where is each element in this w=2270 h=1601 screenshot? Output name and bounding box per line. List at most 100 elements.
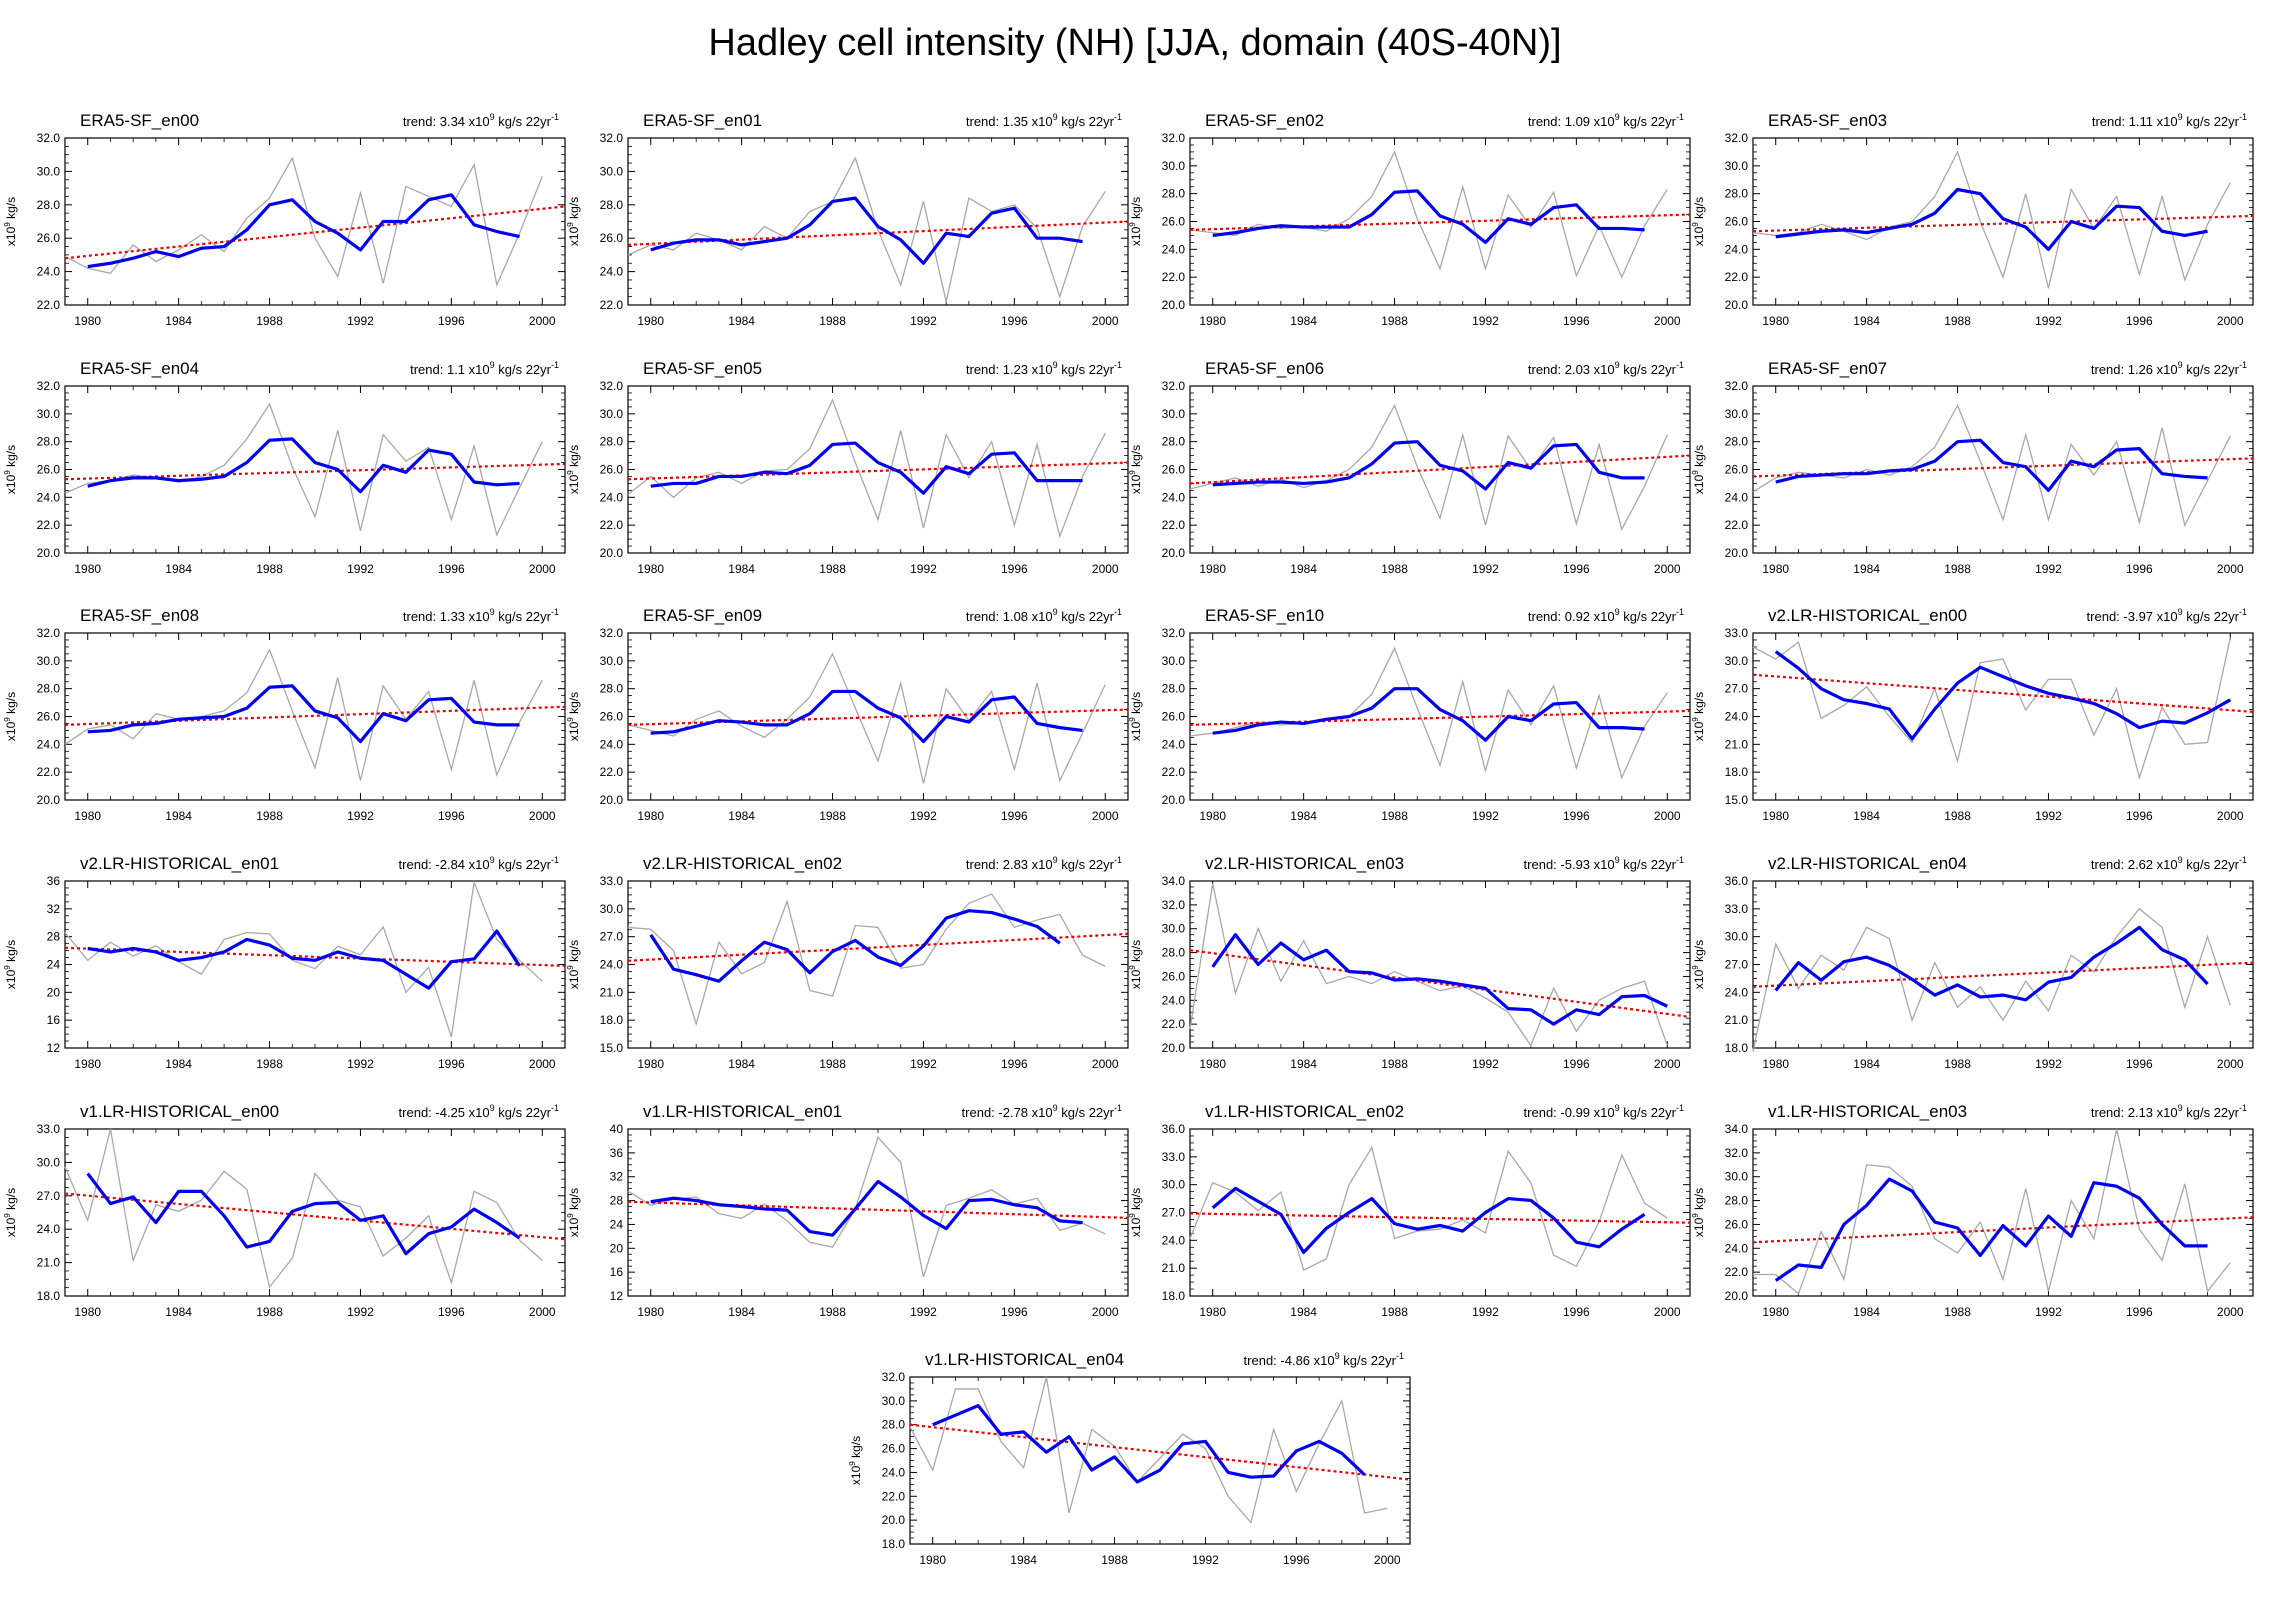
x-tick-label: 1984 (165, 562, 192, 576)
y-tick-label: 32.0 (600, 131, 624, 145)
x-tick-label: 1996 (438, 1305, 465, 1319)
raw-series-line (1189, 646, 1668, 780)
x-tick-label: 1984 (1290, 1305, 1317, 1319)
y-tick-label: 26.0 (37, 463, 61, 477)
x-tick-label: 1980 (919, 1553, 946, 1567)
raw-series-line (64, 1128, 543, 1289)
x-tick-label: 1996 (2126, 562, 2153, 576)
trend-label: trend: 1.35 x109 kg/s 22yr-1 (966, 112, 1122, 129)
raw-series-line (627, 398, 1106, 539)
y-tick-label: 30.0 (1162, 407, 1186, 421)
y-axis-label: x109 kg/s (1128, 692, 1143, 741)
y-tick-label: 30.0 (600, 164, 624, 178)
y-axis-label: x109 kg/s (848, 1436, 863, 1485)
panel-title: ERA5-SF_en07 (1768, 359, 1887, 378)
x-tick-label: 1996 (1001, 314, 1028, 328)
x-tick-label: 1984 (1853, 809, 1880, 823)
x-tick-label: 1988 (256, 809, 283, 823)
panel-title: v1.LR-HISTORICAL_en01 (643, 1102, 842, 1121)
panel-ERA5-SF_en08: ERA5-SF_en08 trend: 1.33 x109 kg/s 22yr-1… (3, 606, 566, 823)
x-tick-label: 1980 (74, 1305, 101, 1319)
y-tick-label: 20.0 (882, 1513, 906, 1527)
y-axis-label: x109 kg/s (566, 940, 581, 989)
x-tick-label: 1992 (1472, 809, 1499, 823)
smoothed-series-line (932, 1404, 1366, 1484)
x-tick-label: 1992 (2035, 1057, 2062, 1071)
y-tick-label: 30.0 (1725, 407, 1749, 421)
x-tick-label: 2000 (1092, 314, 1119, 328)
raw-series-line (627, 156, 1106, 302)
y-tick-label: 32.0 (1725, 1146, 1749, 1160)
x-tick-label: 1988 (1944, 314, 1971, 328)
trend-label: trend: -2.78 x109 kg/s 22yr-1 (962, 1103, 1122, 1120)
smoothed-series-line (1212, 440, 1645, 491)
y-tick-label: 20.0 (37, 546, 61, 560)
x-tick-label: 1996 (1001, 809, 1028, 823)
y-tick-label: 20.0 (1725, 1289, 1749, 1303)
y-tick-label: 28.0 (600, 682, 624, 696)
y-tick-label: 21.0 (1725, 1013, 1749, 1027)
y-axis-label: x109 kg/s (1128, 445, 1143, 494)
x-tick-label: 1992 (1472, 1057, 1499, 1071)
y-tick-label: 30.0 (37, 164, 61, 178)
plot-frame (909, 1376, 1411, 1545)
y-tick-label: 18.0 (882, 1537, 906, 1551)
trend-line (64, 1192, 566, 1241)
x-tick-label: 2000 (529, 562, 556, 576)
y-tick-label: 12 (610, 1289, 624, 1303)
y-tick-label: 18.0 (1725, 1041, 1749, 1055)
y-tick-label: 30.0 (600, 902, 624, 916)
trend-line (1189, 1212, 1691, 1224)
y-tick-label: 20.0 (600, 546, 624, 560)
y-tick-label: 36.0 (1162, 1122, 1186, 1136)
y-tick-label: 32.0 (37, 379, 61, 393)
y-tick-label: 33.0 (1162, 1150, 1186, 1164)
y-tick-label: 21.0 (1725, 737, 1749, 751)
plot-frame (64, 880, 566, 1049)
y-tick-label: 24.0 (1162, 242, 1186, 256)
trend-line (64, 705, 566, 726)
smoothed-series-line (1212, 687, 1645, 742)
raw-series-line (909, 1376, 1388, 1524)
smoothed-series-line (1211, 1186, 1646, 1254)
x-tick-label: 1988 (256, 1305, 283, 1319)
y-tick-label: 26.0 (1162, 463, 1186, 477)
y-tick-label: 32.0 (37, 626, 61, 640)
y-tick-label: 18.0 (37, 1289, 61, 1303)
y-tick-label: 32 (610, 1170, 624, 1184)
y-tick-label: 24.0 (1725, 985, 1749, 999)
y-tick-label: 24.0 (1725, 490, 1749, 504)
y-tick-label: 22.0 (1162, 518, 1186, 532)
y-tick-label: 16 (47, 1013, 61, 1027)
y-tick-label: 20.0 (600, 793, 624, 807)
y-tick-label: 22.0 (37, 298, 61, 312)
raw-series-line (627, 652, 1106, 784)
x-tick-label: 1992 (2035, 562, 2062, 576)
plot-frame (1189, 632, 1691, 801)
y-tick-label: 27.0 (37, 1189, 61, 1203)
x-tick-label: 2000 (529, 1057, 556, 1071)
panel-title: ERA5-SF_en04 (80, 359, 199, 378)
raw-series-line (1189, 1145, 1668, 1271)
x-tick-label: 1992 (2035, 1305, 2062, 1319)
y-tick-label: 34.0 (1162, 874, 1186, 888)
x-tick-label: 1984 (1290, 1057, 1317, 1071)
x-tick-label: 1984 (728, 809, 755, 823)
y-tick-label: 28.0 (1725, 187, 1749, 201)
y-tick-label: 33.0 (600, 874, 624, 888)
y-tick-label: 34.0 (1725, 1122, 1749, 1136)
y-tick-label: 28.0 (600, 198, 624, 212)
x-tick-label: 1980 (637, 809, 664, 823)
y-tick-label: 26.0 (37, 710, 61, 724)
y-tick-label: 30.0 (1725, 1170, 1749, 1184)
y-tick-label: 28.0 (37, 435, 61, 449)
x-tick-label: 1992 (2035, 809, 2062, 823)
x-tick-label: 2000 (529, 1305, 556, 1319)
x-tick-label: 1992 (347, 809, 374, 823)
trend-label: trend: 1.23 x109 kg/s 22yr-1 (966, 360, 1122, 377)
x-tick-label: 1992 (1192, 1553, 1219, 1567)
y-tick-label: 32.0 (1725, 379, 1749, 393)
x-tick-label: 2000 (2217, 314, 2244, 328)
trend-label: trend: -5.93 x109 kg/s 22yr-1 (1524, 855, 1684, 872)
